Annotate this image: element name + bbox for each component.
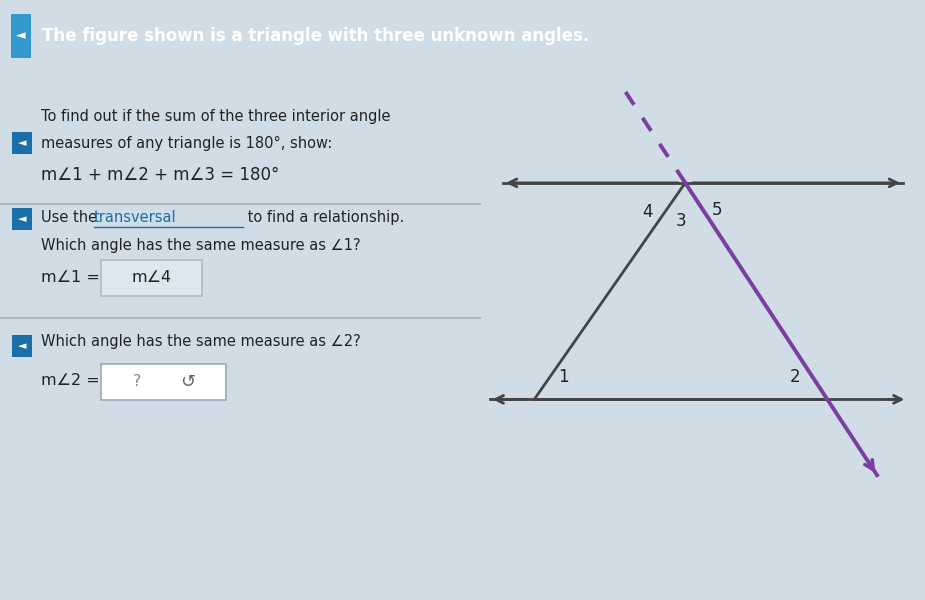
Text: Which angle has the same measure as ∠2?: Which angle has the same measure as ∠2? [41, 334, 361, 349]
Text: 5: 5 [712, 202, 722, 220]
Text: transversal: transversal [93, 209, 177, 224]
Text: 2: 2 [790, 368, 801, 386]
Text: ◄: ◄ [17, 29, 26, 43]
Text: 1: 1 [558, 368, 569, 386]
Text: ◄: ◄ [18, 341, 27, 351]
Text: ?: ? [133, 374, 142, 389]
FancyBboxPatch shape [12, 131, 32, 154]
FancyBboxPatch shape [11, 14, 31, 58]
FancyBboxPatch shape [101, 364, 226, 400]
Text: Use the: Use the [41, 209, 102, 224]
Text: m∠1 + m∠2 + m∠3 = 180°: m∠1 + m∠2 + m∠3 = 180° [41, 166, 279, 184]
Text: Which angle has the same measure as ∠1?: Which angle has the same measure as ∠1? [41, 238, 361, 253]
Text: m∠4: m∠4 [131, 271, 171, 286]
Text: ◄: ◄ [18, 138, 27, 148]
Text: to find a relationship.: to find a relationship. [243, 209, 404, 224]
Text: To find out if the sum of the three interior angle: To find out if the sum of the three inte… [41, 109, 390, 124]
Text: The figure shown is a triangle with three unknown angles.: The figure shown is a triangle with thre… [42, 27, 589, 45]
FancyBboxPatch shape [12, 335, 32, 357]
Text: 3: 3 [675, 212, 686, 230]
Text: measures of any triangle is 180°, show:: measures of any triangle is 180°, show: [41, 136, 332, 151]
Text: ◄: ◄ [18, 214, 27, 224]
FancyBboxPatch shape [12, 208, 32, 230]
FancyBboxPatch shape [101, 260, 202, 296]
Text: ↺: ↺ [180, 373, 195, 391]
Text: 4: 4 [642, 203, 653, 221]
Text: m∠2 =: m∠2 = [41, 373, 100, 388]
Text: m∠1 =: m∠1 = [41, 271, 100, 286]
